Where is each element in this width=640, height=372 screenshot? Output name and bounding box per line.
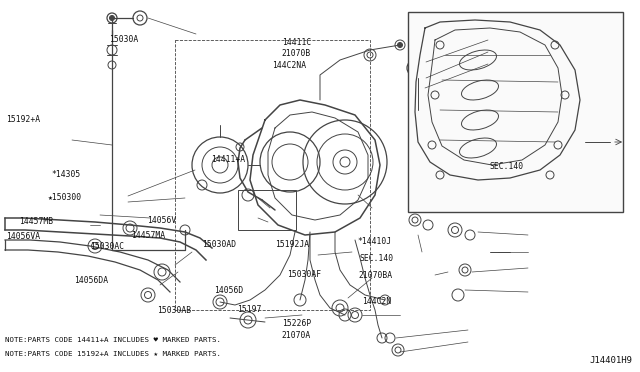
Bar	[238, 190, 296, 230]
Text: NOTE:PARTS CODE 15192+A INCLUDES ★ MARKED PARTS.: NOTE:PARTS CODE 15192+A INCLUDES ★ MARKE…	[5, 351, 221, 357]
Text: 15197: 15197	[237, 305, 261, 314]
Text: 15030AF: 15030AF	[287, 270, 321, 279]
Text: 144C2NA: 144C2NA	[272, 61, 306, 70]
Text: 21070A: 21070A	[282, 331, 311, 340]
Text: *14305: *14305	[51, 170, 81, 179]
Text: 21070B: 21070B	[282, 49, 311, 58]
Text: 14056DA: 14056DA	[74, 276, 108, 285]
Text: 14411C: 14411C	[282, 38, 311, 47]
Text: J14401H9: J14401H9	[589, 356, 632, 365]
Text: NOTE:PARTS CODE 14411+A INCLUDES ♥ MARKED PARTS.: NOTE:PARTS CODE 14411+A INCLUDES ♥ MARKE…	[5, 337, 221, 343]
Text: 144C2N: 144C2N	[362, 297, 391, 306]
Circle shape	[397, 42, 403, 48]
Text: 15030A: 15030A	[109, 35, 138, 44]
Bar	[175, 40, 370, 310]
Text: 15030AD: 15030AD	[202, 240, 236, 249]
Text: 15030AC: 15030AC	[90, 242, 124, 251]
Circle shape	[109, 16, 115, 20]
Text: 14056V: 14056V	[147, 216, 177, 225]
Text: SEC.140: SEC.140	[360, 254, 394, 263]
Text: 15192JA: 15192JA	[275, 240, 309, 249]
Text: 15226P: 15226P	[282, 319, 311, 328]
Text: 14457MB: 14457MB	[19, 217, 53, 226]
Text: 14056D: 14056D	[214, 286, 244, 295]
Text: 21070BA: 21070BA	[358, 271, 392, 280]
Text: 14056VA: 14056VA	[6, 232, 40, 241]
Bar	[408, 12, 623, 212]
Text: SEC.140: SEC.140	[490, 162, 524, 171]
Text: 14457MA: 14457MA	[131, 231, 165, 240]
Text: 14411+A: 14411+A	[211, 155, 245, 164]
Text: 15030AB: 15030AB	[157, 306, 191, 315]
Text: *14410J: *14410J	[357, 237, 391, 246]
Text: ★150300: ★150300	[48, 193, 82, 202]
Text: 15192+A: 15192+A	[6, 115, 40, 124]
